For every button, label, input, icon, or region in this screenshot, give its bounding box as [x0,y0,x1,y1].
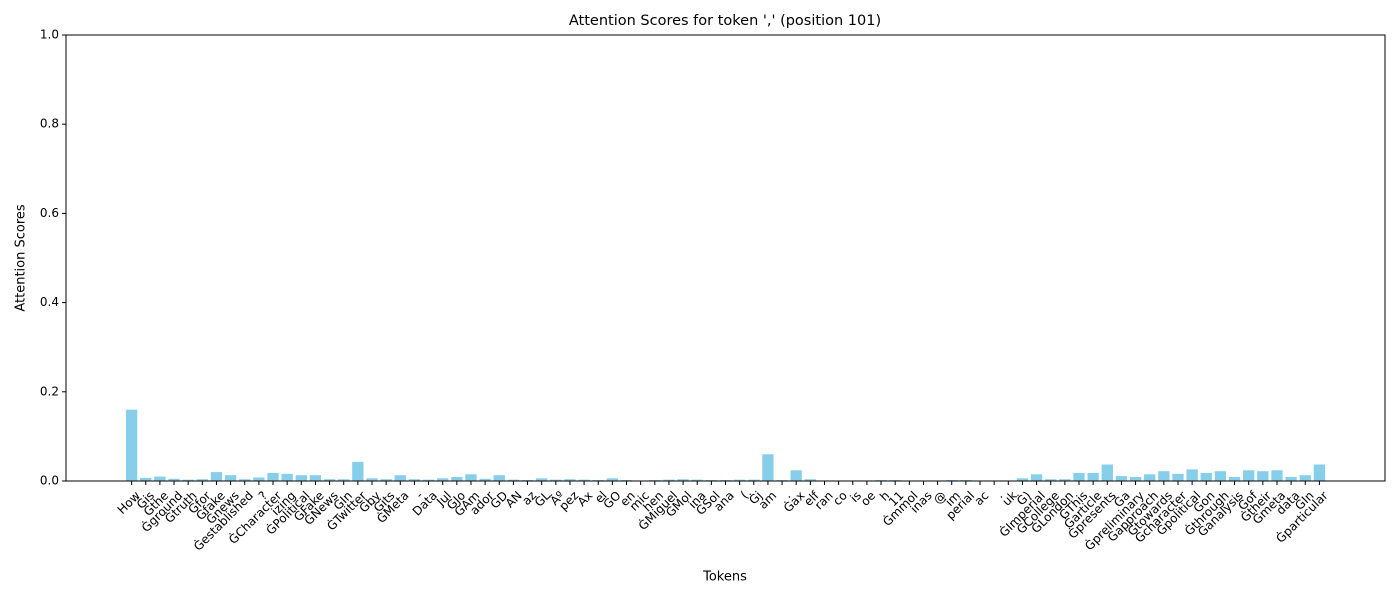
bar [295,475,307,481]
bar [1299,475,1311,481]
bar [309,475,322,481]
bar [1172,473,1184,481]
x-tick-label: Ax [575,488,596,509]
bar [125,409,138,481]
y-tick-label: 0.6 [40,206,59,220]
bar [1200,472,1212,481]
y-axis-label: Attention Scores [14,204,29,312]
bar [748,479,760,481]
bar [479,478,491,481]
bar [578,479,590,481]
bar [1087,472,1099,481]
y-tick-label: 0.2 [40,384,59,398]
x-tick-label: oe [858,488,878,508]
bar [1115,476,1128,481]
bar [465,474,477,481]
bar [1186,469,1198,481]
bar [1016,478,1029,481]
bar [1257,471,1269,481]
bar [323,479,336,481]
bar [451,476,463,481]
bar [281,473,293,481]
bar [253,477,265,481]
bar [352,461,364,481]
bar [1101,464,1113,481]
bar [239,479,251,481]
bar [182,479,194,481]
bar [210,472,223,481]
bar [437,478,449,481]
bar [422,479,435,481]
bar [1129,476,1142,481]
plot-frame [65,34,1386,482]
bar [790,470,802,481]
bar [804,479,816,481]
bar [267,472,279,481]
bar [168,478,180,481]
bar [762,454,774,481]
bar [564,479,576,481]
bar [1214,471,1227,481]
x-tick-label: co [830,488,850,508]
chart-title: Attention Scores for token ',' (position… [569,13,881,29]
bar [1285,476,1297,481]
bar [1030,474,1043,481]
bar [691,479,703,481]
x-tick-label: ac [972,488,992,508]
bar [677,479,689,481]
bar [224,475,237,481]
bar [1045,479,1057,481]
y-tick-label: 0.8 [40,117,59,131]
bar [196,479,208,481]
bar [493,475,505,481]
x-axis-label: Tokens [702,570,747,585]
x-tick-label: am [756,488,779,511]
bar [1313,464,1326,481]
bar [338,479,350,481]
bar [1158,471,1170,481]
bar [394,475,406,481]
bar [507,479,520,481]
bar [408,479,421,481]
bar [606,478,619,481]
bar [550,479,562,481]
bar [1144,474,1156,481]
bar [380,479,392,481]
bar [733,479,746,481]
bar [1228,476,1241,481]
bar [536,478,548,481]
y-tick-label: 0.4 [40,295,59,309]
y-tick-label: 0.0 [40,474,59,488]
bar [663,479,675,481]
bar [1271,470,1283,481]
bar [366,478,378,481]
y-tick-label: 1.0 [40,28,59,42]
bar [1073,472,1085,481]
bar [1243,470,1255,481]
bar [1059,479,1071,481]
bar [140,477,152,481]
bar [154,476,166,481]
